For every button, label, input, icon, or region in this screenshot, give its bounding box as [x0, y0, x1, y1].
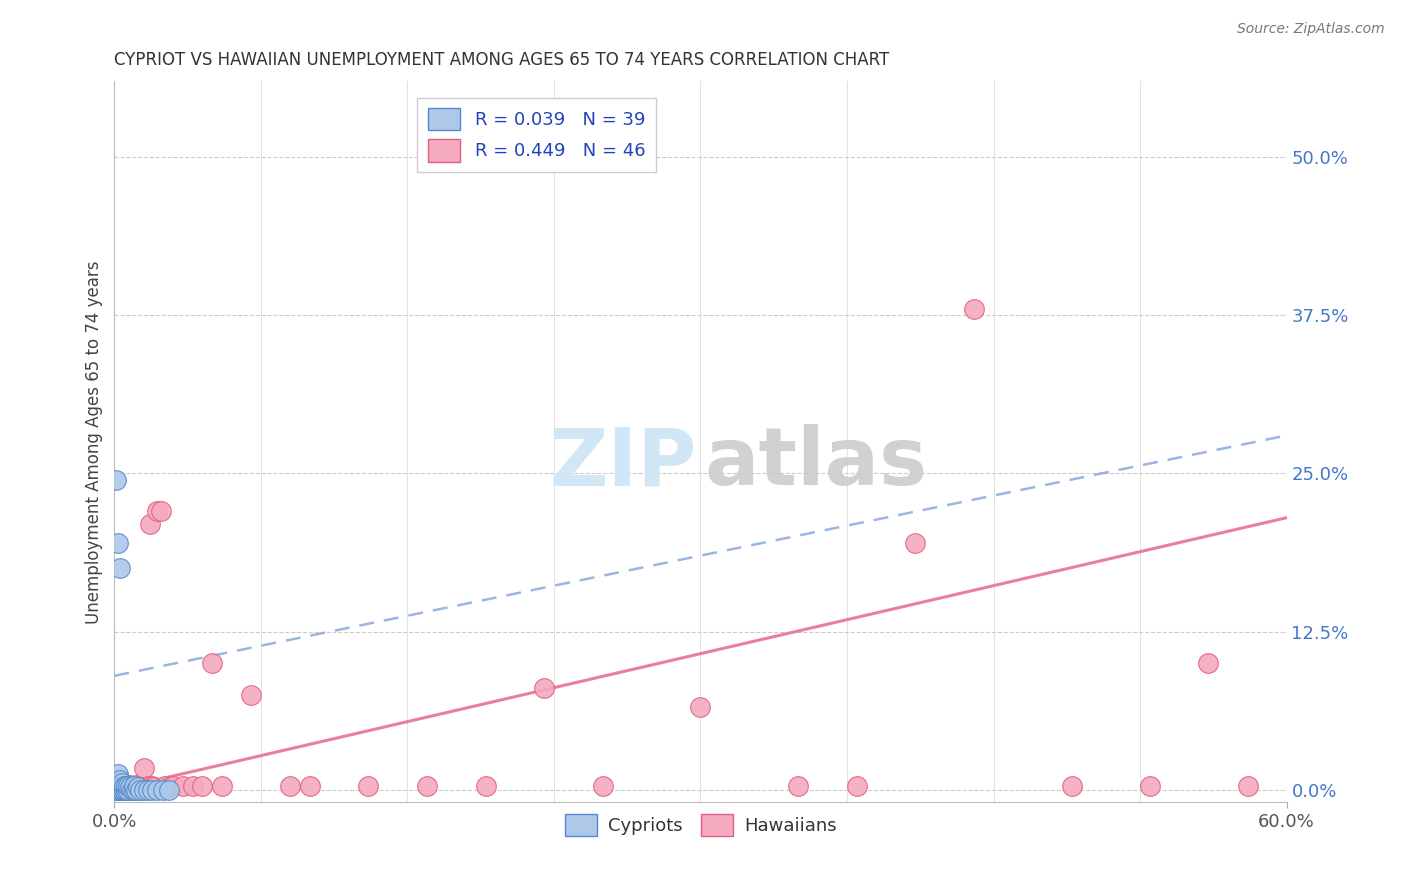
- Point: [117, 782, 139, 797]
- Point: [121, 782, 143, 797]
- Point: [127, 780, 149, 794]
- Point: [181, 779, 204, 793]
- Point: [110, 561, 132, 575]
- Point: [111, 782, 134, 797]
- Point: [357, 779, 380, 793]
- Point: [118, 780, 141, 794]
- Point: [107, 536, 129, 550]
- Point: [115, 782, 138, 797]
- Text: atlas: atlas: [704, 425, 927, 502]
- Point: [112, 779, 135, 793]
- Point: [111, 780, 134, 794]
- Point: [136, 782, 159, 797]
- Point: [1236, 779, 1258, 793]
- Point: [963, 301, 986, 316]
- Point: [122, 782, 145, 797]
- Point: [105, 772, 128, 787]
- Point: [112, 782, 135, 797]
- Point: [240, 688, 263, 702]
- Text: ZIP: ZIP: [550, 425, 697, 502]
- Point: [117, 780, 139, 794]
- Point: [136, 779, 159, 793]
- Point: [298, 779, 321, 793]
- Point: [110, 780, 132, 794]
- Point: [150, 504, 173, 518]
- Point: [125, 778, 148, 792]
- Point: [110, 776, 132, 790]
- Point: [111, 776, 134, 790]
- Point: [115, 782, 138, 797]
- Point: [115, 779, 138, 793]
- Point: [125, 782, 148, 797]
- Point: [904, 536, 927, 550]
- Point: [121, 782, 143, 797]
- Y-axis label: Unemployment Among Ages 65 to 74 years: Unemployment Among Ages 65 to 74 years: [86, 260, 103, 624]
- Point: [1060, 779, 1083, 793]
- Point: [117, 779, 139, 793]
- Point: [122, 780, 145, 794]
- Point: [107, 782, 129, 797]
- Text: Source: ZipAtlas.com: Source: ZipAtlas.com: [1237, 22, 1385, 37]
- Point: [131, 780, 153, 794]
- Point: [132, 761, 155, 775]
- Point: [146, 782, 169, 797]
- Point: [127, 782, 149, 797]
- Point: [141, 779, 163, 793]
- Point: [157, 782, 180, 797]
- Point: [142, 780, 165, 794]
- Point: [162, 779, 184, 793]
- Point: [157, 780, 180, 794]
- Point: [107, 767, 129, 781]
- Point: [128, 782, 150, 797]
- Point: [107, 778, 129, 792]
- Point: [592, 779, 614, 793]
- Point: [278, 779, 301, 793]
- Point: [107, 782, 129, 797]
- Point: [128, 779, 150, 793]
- Point: [1197, 656, 1219, 670]
- Legend: Cypriots, Hawaiians: Cypriots, Hawaiians: [557, 807, 844, 844]
- Point: [111, 782, 134, 797]
- Point: [146, 504, 169, 518]
- Point: [105, 775, 128, 789]
- Point: [105, 473, 128, 487]
- Point: [112, 779, 135, 793]
- Point: [105, 782, 128, 797]
- Point: [152, 782, 174, 797]
- Point: [474, 779, 496, 793]
- Point: [105, 780, 128, 794]
- Point: [172, 779, 194, 793]
- Point: [201, 656, 224, 670]
- Point: [191, 779, 214, 793]
- Point: [110, 782, 132, 797]
- Point: [135, 780, 157, 794]
- Point: [110, 780, 132, 794]
- Point: [141, 782, 163, 797]
- Text: CYPRIOT VS HAWAIIAN UNEMPLOYMENT AMONG AGES 65 TO 74 YEARS CORRELATION CHART: CYPRIOT VS HAWAIIAN UNEMPLOYMENT AMONG A…: [114, 51, 890, 69]
- Point: [132, 782, 155, 797]
- Point: [110, 772, 132, 787]
- Point: [533, 681, 555, 696]
- Point: [105, 778, 128, 792]
- Point: [1139, 779, 1161, 793]
- Point: [118, 778, 141, 792]
- Point: [787, 779, 810, 793]
- Point: [105, 782, 128, 797]
- Point: [155, 779, 177, 793]
- Point: [845, 779, 868, 793]
- Point: [122, 779, 145, 793]
- Point: [138, 516, 160, 531]
- Point: [211, 779, 233, 793]
- Point: [107, 780, 129, 794]
- Point: [689, 700, 711, 714]
- Point: [416, 779, 439, 793]
